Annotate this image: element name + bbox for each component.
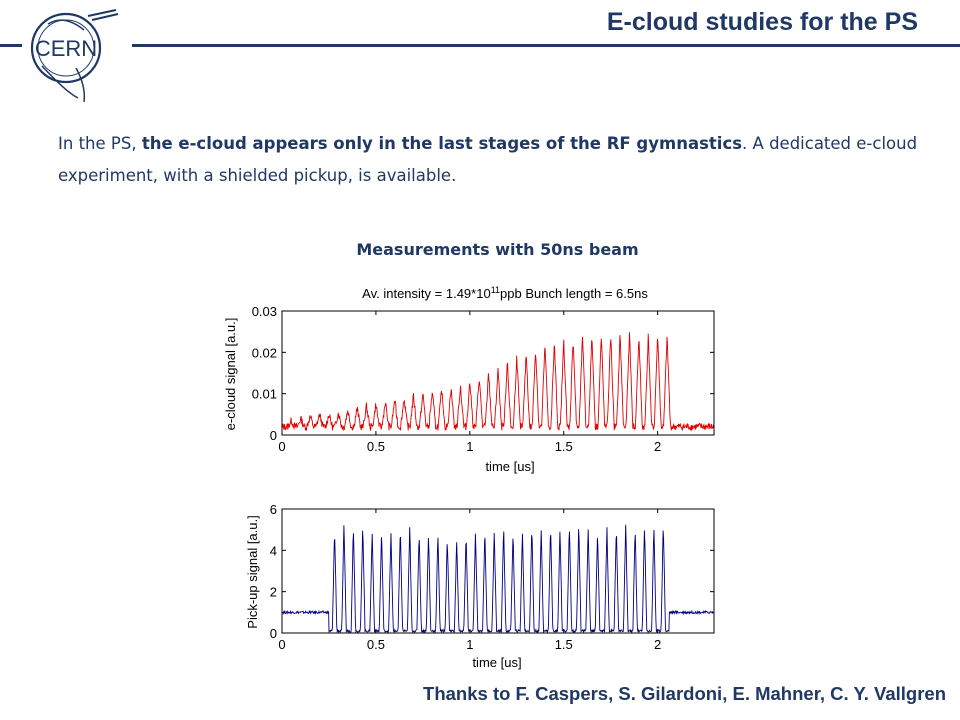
pickup-ylabel: Pick-up signal [a.u.] bbox=[245, 515, 260, 628]
c2-xtick-label: 0.5 bbox=[367, 637, 385, 652]
ecloud-chart-title: Av. intensity = 1.49*1011ppb Bunch lengt… bbox=[362, 285, 648, 301]
c1-ytick-label: 0.02 bbox=[252, 345, 277, 360]
ecloud-ylabel: e-cloud signal [a.u.] bbox=[223, 318, 238, 431]
cern-logo: CERN bbox=[30, 9, 119, 103]
pickup-axes-frame bbox=[281, 508, 715, 634]
c2-xtick-label: 2 bbox=[654, 637, 661, 652]
c1-ytick-label: 0.01 bbox=[252, 387, 277, 402]
intro-text-c: . A dedicated e-cloud experiment, with a… bbox=[58, 134, 918, 185]
title-rule-left bbox=[0, 44, 22, 47]
c1-xtick-label: 0.5 bbox=[367, 439, 385, 454]
intro-text-bold: the e-cloud appears only in the last sta… bbox=[141, 134, 743, 153]
ecloud-series-line bbox=[281, 332, 715, 432]
c2-xtick-label: 0 bbox=[278, 637, 285, 652]
intro-text-a: In the PS, bbox=[58, 134, 142, 153]
slide-title: E-cloud studies for the PS bbox=[606, 8, 918, 36]
c2-xtick-label: 1.5 bbox=[555, 637, 573, 652]
c1-xtick-label: 1.5 bbox=[555, 439, 573, 454]
c2-ytick-label: 2 bbox=[270, 585, 277, 600]
c1-xtick-label: 1 bbox=[466, 439, 473, 454]
logo-text: CERN bbox=[35, 36, 97, 61]
ecloud-title-exponent: 11 bbox=[491, 285, 500, 295]
c1-ytick-label: 0 bbox=[270, 428, 277, 443]
title-rule bbox=[132, 44, 960, 47]
c2-ytick-label: 0 bbox=[270, 626, 277, 641]
c2-ytick-label: 4 bbox=[270, 543, 277, 558]
ecloud-title-prefix: Av. intensity = 1.49*10 bbox=[362, 286, 491, 301]
pickup-xlabel: time [us] bbox=[472, 655, 521, 670]
c1-xtick-label: 0 bbox=[278, 439, 285, 454]
c1-ytick-label: 0.03 bbox=[252, 304, 277, 319]
c2-ytick-label: 6 bbox=[270, 502, 277, 517]
c2-xtick-label: 1 bbox=[466, 637, 473, 652]
ecloud-xlabel: time [us] bbox=[485, 459, 534, 474]
c1-xtick-label: 2 bbox=[654, 439, 661, 454]
pickup-series-line bbox=[281, 524, 715, 634]
intro-paragraph: In the PS, the e-cloud appears only in t… bbox=[58, 128, 938, 192]
ecloud-axes-frame bbox=[281, 310, 715, 436]
acknowledgement: Thanks to F. Caspers, S. Gilardoni, E. M… bbox=[423, 683, 946, 704]
figure-title: Measurements with 50ns beam bbox=[356, 240, 639, 259]
ecloud-title-suffix: ppb Bunch length = 6.5ns bbox=[500, 286, 648, 301]
